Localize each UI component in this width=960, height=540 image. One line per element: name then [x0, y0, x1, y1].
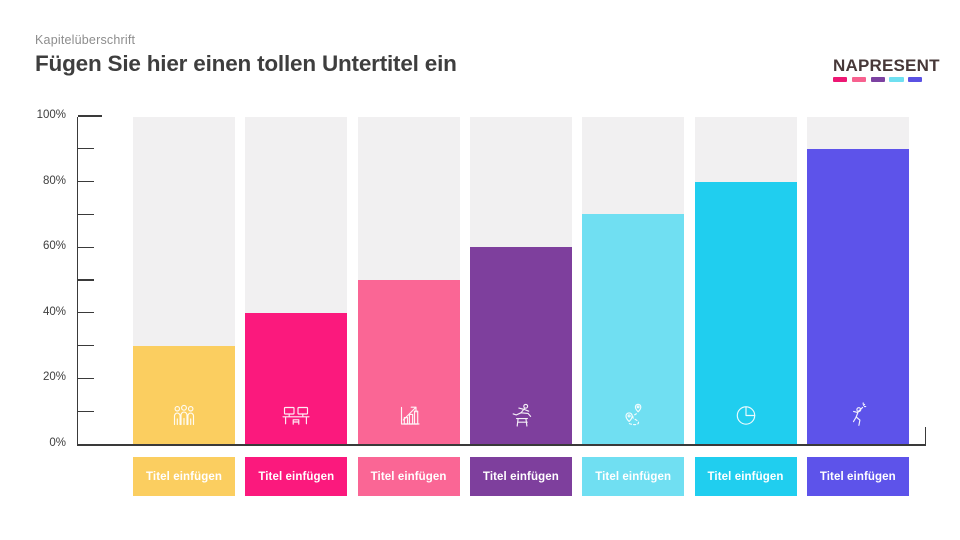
chapter-eyebrow[interactable]: Kapitelüberschrift	[35, 33, 136, 47]
y-axis-label: 100%	[36, 109, 66, 121]
y-axis-line	[77, 117, 79, 446]
x-axis-line	[77, 444, 926, 447]
bar	[133, 346, 235, 444]
bar-label[interactable]: Titel einfügen	[582, 457, 685, 496]
bar	[357, 280, 460, 444]
brand-logo-dashes	[833, 77, 926, 82]
y-axis-label: 80%	[42, 174, 66, 187]
bar	[806, 149, 909, 444]
people-group-icon	[168, 399, 200, 431]
bar	[582, 214, 685, 444]
pie-chart-icon	[730, 399, 762, 431]
y-axis-tick	[78, 115, 102, 117]
x-axis-end-tick	[924, 427, 926, 444]
y-axis-label: 40%	[42, 305, 66, 318]
hurdler-icon	[505, 399, 537, 431]
slide-title[interactable]: Fügen Sie hier einen tollen Untertitel e…	[35, 51, 457, 76]
celebration-icon	[842, 399, 874, 431]
route-pins-icon	[617, 399, 649, 431]
y-axis-label: 20%	[42, 371, 66, 384]
bar	[245, 313, 348, 444]
bar-label[interactable]: Titel einfügen	[245, 457, 348, 496]
bar	[469, 247, 572, 444]
y-axis-tick	[78, 344, 94, 347]
bar-label[interactable]: Titel einfügen	[357, 457, 460, 496]
logo-dash	[870, 77, 885, 82]
bar-label[interactable]: Titel einfügen	[133, 457, 235, 496]
y-axis-label: 60%	[42, 240, 66, 253]
brand-logo-text: NAPRESENT	[833, 56, 940, 75]
y-axis-tick	[78, 180, 94, 183]
y-axis-tick	[78, 279, 94, 281]
logo-dash	[889, 77, 904, 82]
bar	[694, 182, 797, 444]
brand-logo: NAPRESENT	[833, 56, 940, 82]
y-axis-tick	[78, 377, 94, 380]
y-axis-tick	[78, 246, 94, 248]
y-axis-tick	[78, 312, 94, 314]
logo-dash	[851, 77, 866, 82]
y-axis-tick	[78, 148, 94, 150]
y-axis-tick	[78, 213, 94, 216]
bar-chart-growth-icon	[393, 399, 425, 431]
logo-dash	[833, 77, 848, 82]
y-axis-label: 0%	[49, 437, 66, 449]
workstations-icon	[280, 399, 312, 431]
bar-label[interactable]: Titel einfügen	[469, 457, 572, 496]
y-axis-tick	[78, 410, 94, 412]
bar-label[interactable]: Titel einfügen	[694, 457, 797, 496]
logo-dash	[908, 77, 923, 82]
bar-label[interactable]: Titel einfügen	[806, 457, 909, 496]
